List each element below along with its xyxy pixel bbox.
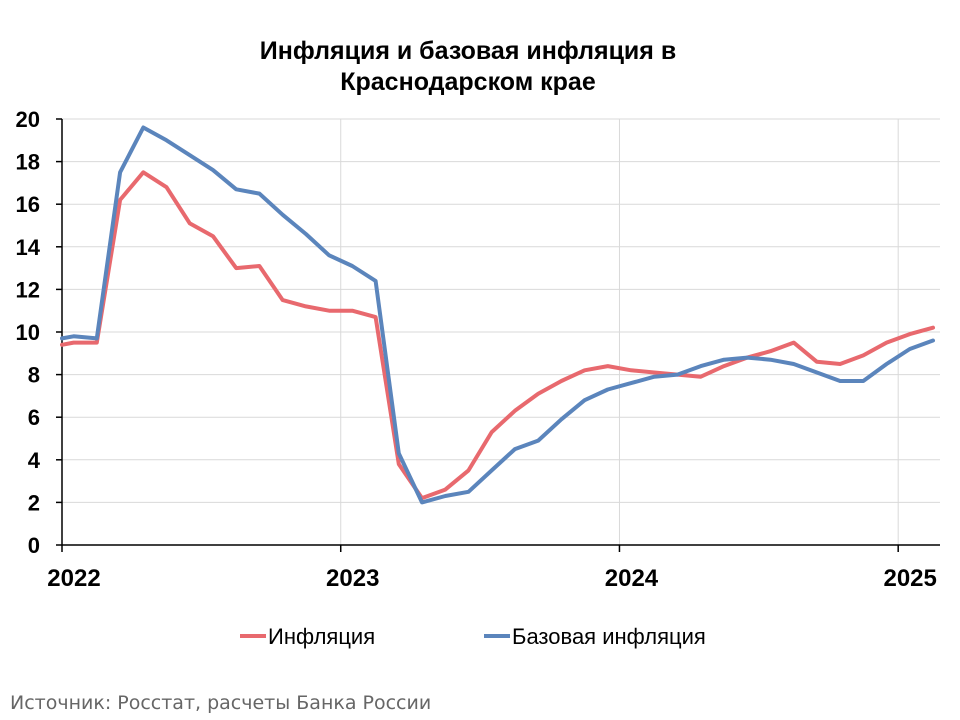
y-tick-label: 6 (28, 405, 40, 430)
y-tick-label: 8 (28, 363, 40, 388)
y-tick-label: 4 (28, 448, 41, 473)
y-tick-label: 16 (16, 192, 40, 217)
y-tick-label: 18 (16, 150, 40, 175)
y-tick-label: 12 (16, 277, 40, 302)
y-tick-label: 0 (28, 533, 40, 558)
y-tick-label: 14 (16, 235, 41, 260)
x-tick-label: 2025 (883, 565, 936, 592)
y-tick-label: 20 (16, 107, 40, 132)
series-line-2 (60, 125, 935, 505)
series-line-1 (60, 170, 935, 501)
chart-title: Инфляция и базовая инфляция в Краснодарс… (0, 36, 936, 98)
x-tick-label: 2022 (47, 565, 100, 592)
x-tick-label: 2023 (326, 565, 379, 592)
y-tick-label: 10 (16, 320, 40, 345)
legend-label-1: Инфляция (268, 624, 375, 649)
chart-title-line-2: Краснодарском крае (340, 68, 596, 96)
chart-title-line-1: Инфляция и базовая инфляция в (259, 37, 677, 65)
legend-label-2: Базовая инфляция (512, 624, 706, 649)
x-tick-label: 2024 (605, 565, 659, 592)
source-note: Источник: Росстат, расчеты Банка России (10, 692, 432, 714)
y-tick-label: 2 (28, 490, 40, 515)
